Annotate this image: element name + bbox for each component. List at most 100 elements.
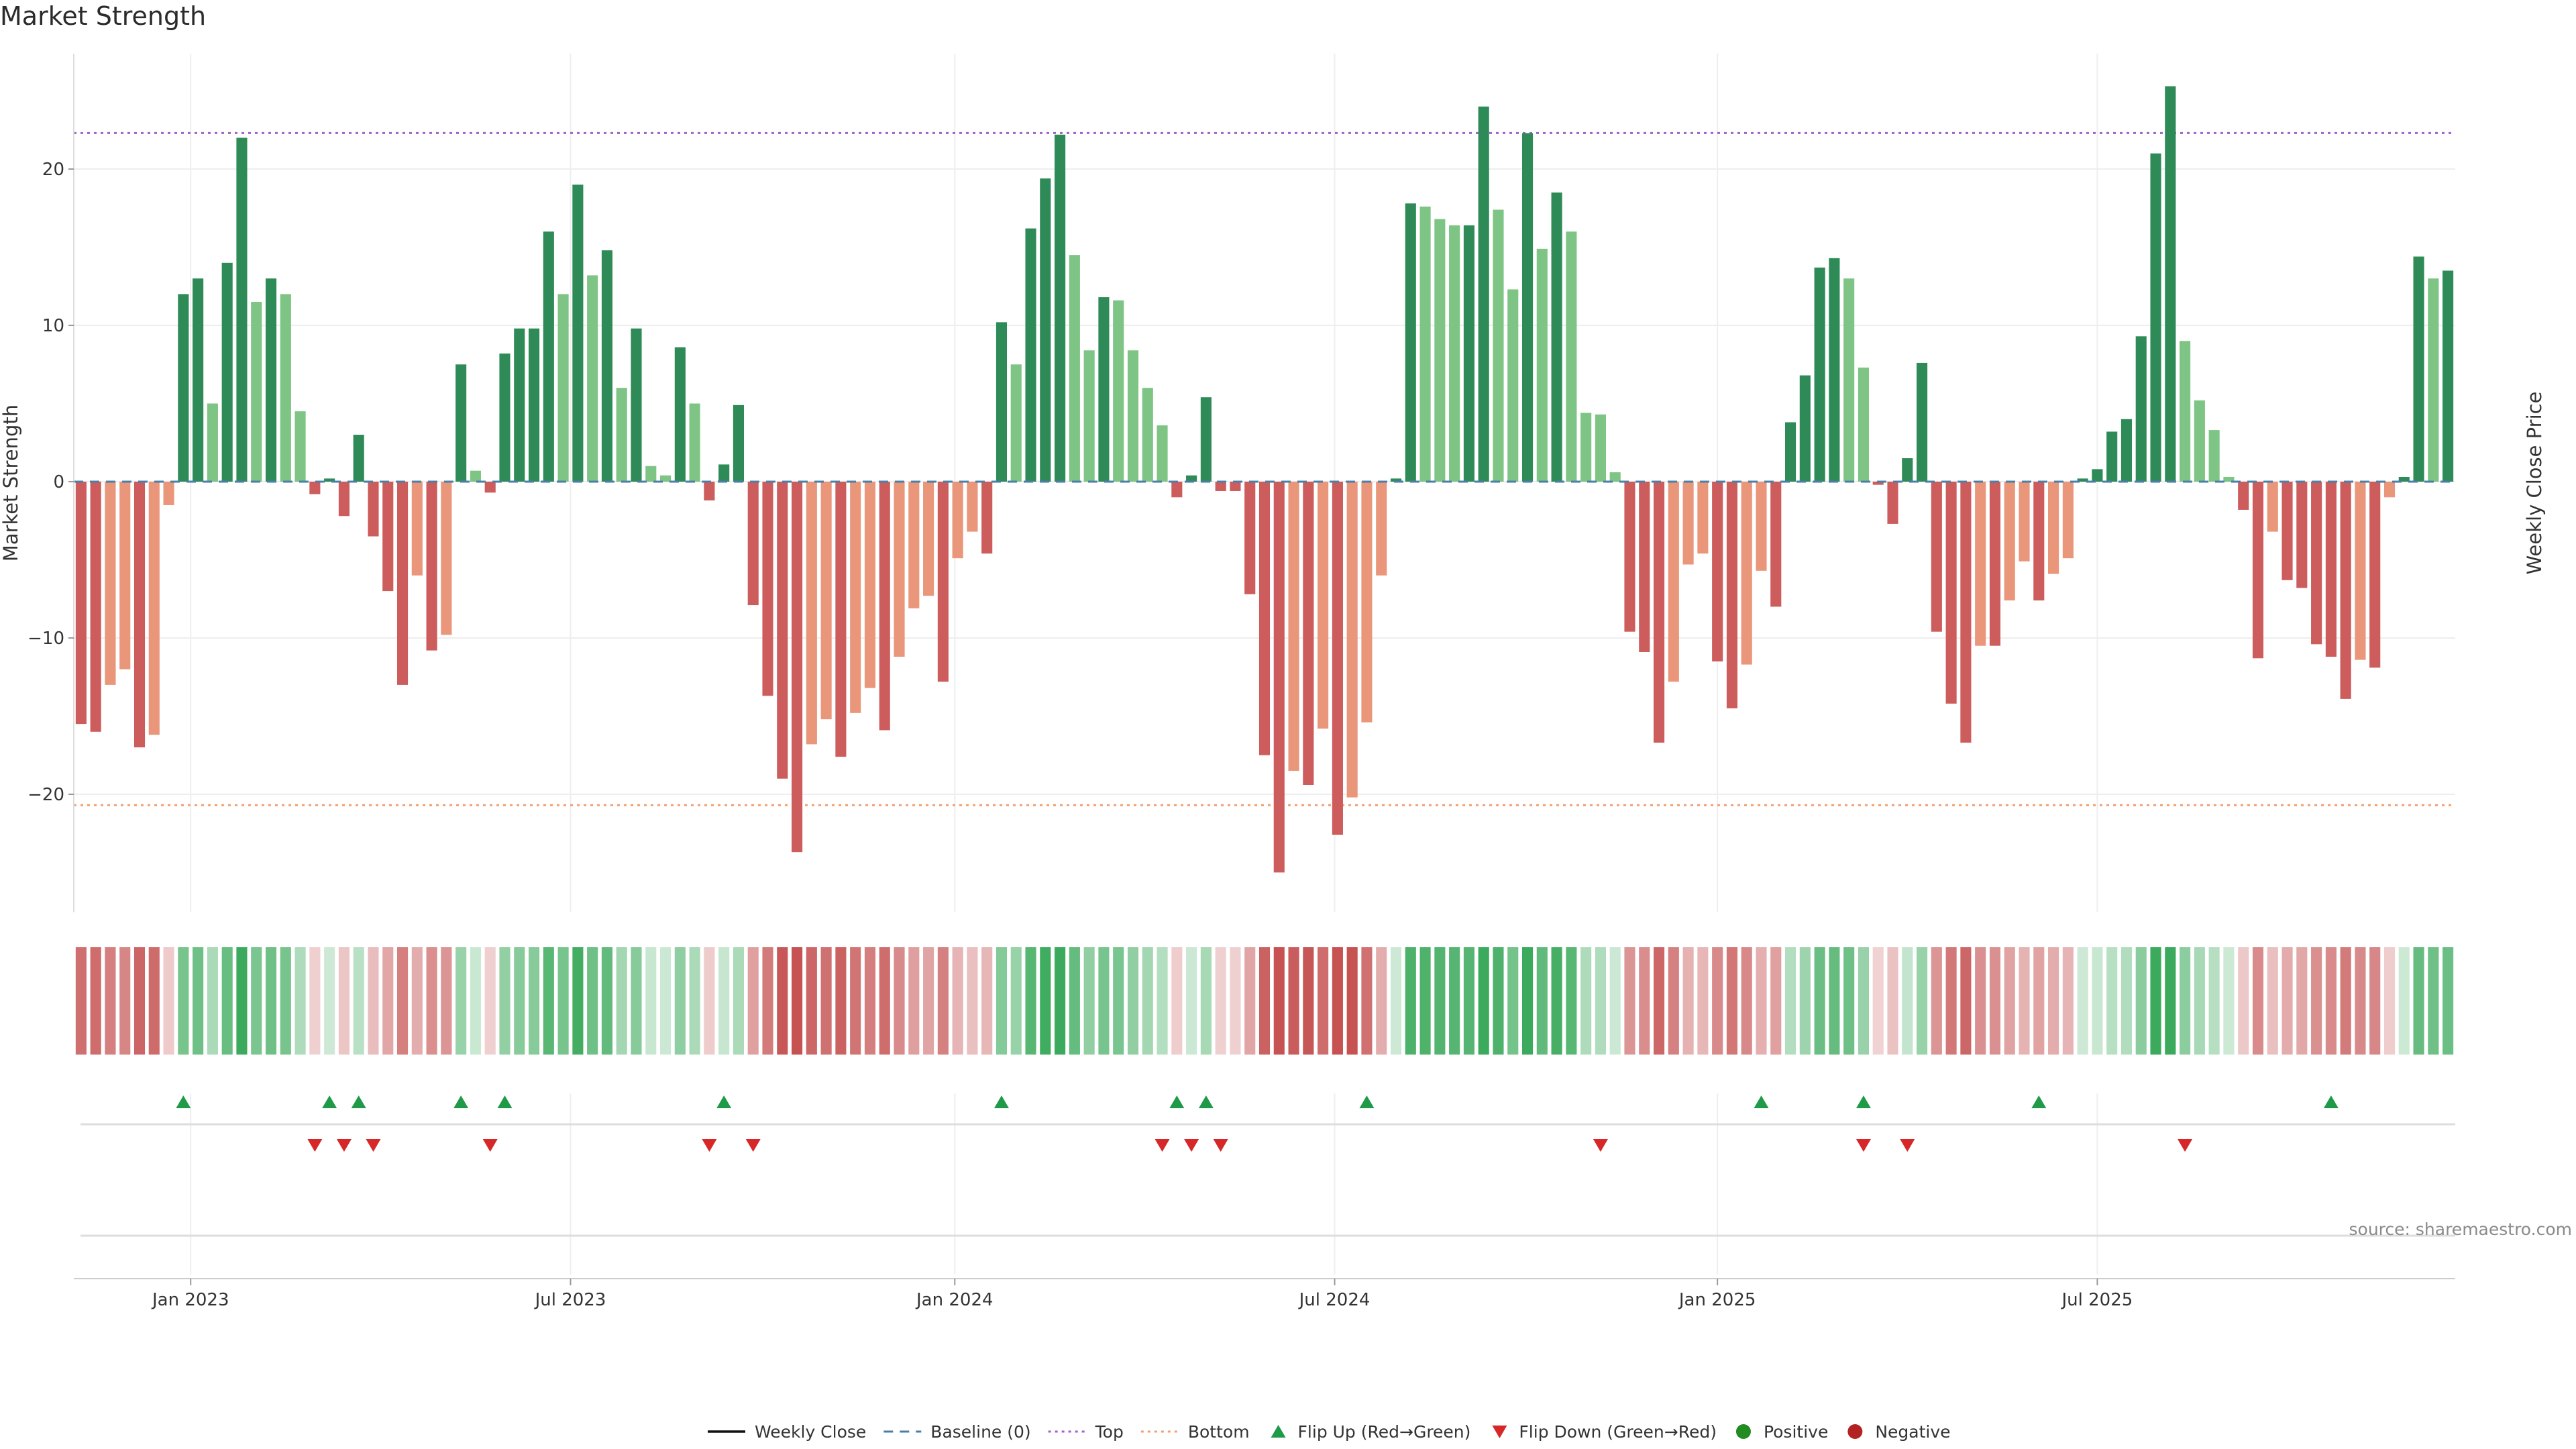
- heat-cell: [1975, 947, 1986, 1055]
- heat-cell: [1580, 947, 1592, 1055]
- strength-bar: [674, 347, 686, 482]
- heat-cell: [937, 947, 949, 1055]
- strength-bar: [952, 482, 963, 559]
- heat-cell: [1521, 947, 1534, 1055]
- strength-bar: [1917, 362, 1928, 482]
- strength-bar: [2062, 482, 2074, 559]
- strength-bar: [90, 482, 101, 732]
- heat-cell: [1478, 947, 1489, 1055]
- heat-cell: [396, 947, 409, 1055]
- legend-label: Bottom: [1188, 1422, 1250, 1442]
- strength-bar: [280, 294, 291, 482]
- strength-bar: [923, 482, 934, 596]
- strength-bar: [1434, 219, 1446, 482]
- heat-cell: [1186, 947, 1197, 1055]
- strength-bar: [557, 294, 569, 482]
- heat-cell: [411, 947, 423, 1055]
- strength-bar: [645, 466, 657, 482]
- strength-bar: [1200, 397, 1212, 482]
- strength-bar: [1945, 482, 1957, 704]
- heat-cell: [1200, 947, 1212, 1055]
- heat-cell: [2033, 947, 2045, 1055]
- strength-bar: [820, 482, 832, 720]
- strength-bar: [133, 482, 146, 748]
- strength-bar: [747, 482, 759, 606]
- strength-bar: [1551, 192, 1562, 482]
- heat-cell: [543, 947, 554, 1055]
- heat-cell: [850, 947, 861, 1055]
- heat-cell: [1784, 947, 1796, 1055]
- strength-bar: [1507, 289, 1519, 482]
- strength-bar: [908, 482, 920, 608]
- strength-bar: [1653, 482, 1665, 743]
- strength-bar: [163, 482, 174, 505]
- strength-bar: [441, 482, 452, 635]
- strength-bar: [1843, 278, 1855, 482]
- strength-bar: [499, 353, 511, 482]
- strength-bar: [1566, 231, 1577, 482]
- strength-bar: [1726, 482, 1737, 708]
- heat-cell: [835, 947, 847, 1055]
- strength-bar: [1902, 458, 1913, 482]
- strength-bar: [2019, 482, 2030, 561]
- strength-bar: [75, 482, 87, 724]
- heat-cell: [2428, 947, 2439, 1055]
- flip-down-marker: [336, 1139, 352, 1152]
- flip-down-marker: [1593, 1139, 1608, 1152]
- heat-cell: [1493, 947, 1504, 1055]
- strength-bar: [1682, 482, 1694, 565]
- strength-bar: [1346, 482, 1358, 798]
- heat-cell: [747, 947, 759, 1055]
- heat-cell: [2383, 947, 2396, 1055]
- heat-cell: [119, 947, 131, 1055]
- strength-bar: [396, 482, 409, 685]
- heat-cell: [2019, 947, 2030, 1055]
- flip-up-marker: [497, 1095, 513, 1108]
- chart-title: Market Strength: [0, 1, 207, 31]
- strength-bar: [1361, 482, 1373, 722]
- strength-bar: [1303, 482, 1314, 786]
- strength-bar: [1405, 203, 1416, 482]
- source-note: source: sharemaestro.com: [2349, 1220, 2573, 1239]
- strength-bar: [981, 482, 993, 554]
- strength-bar: [1040, 178, 1051, 482]
- strength-bar: [265, 278, 277, 482]
- strength-bar: [850, 482, 861, 713]
- heat-cell: [251, 947, 262, 1055]
- strength-bar: [207, 403, 218, 482]
- heat-cell: [1609, 947, 1621, 1055]
- strength-bar: [1171, 482, 1183, 498]
- heat-cell: [90, 947, 101, 1055]
- flip-down-marker: [1155, 1139, 1170, 1152]
- heat-cell: [2369, 947, 2381, 1055]
- heat-cell: [952, 947, 963, 1055]
- heat-cell: [792, 947, 803, 1055]
- strength-bar: [1478, 106, 1489, 482]
- strength-bar: [455, 364, 467, 482]
- heat-cell: [908, 947, 920, 1055]
- heat-cell: [2325, 947, 2337, 1055]
- heat-cell: [1551, 947, 1562, 1055]
- heat-cell: [1069, 947, 1080, 1055]
- flip-up-marker: [351, 1095, 366, 1108]
- flip-up-marker: [716, 1095, 732, 1108]
- heat-cell: [2106, 947, 2118, 1055]
- strength-bar: [2311, 482, 2322, 645]
- heat-cell: [2443, 947, 2454, 1055]
- strength-bar: [1288, 482, 1299, 771]
- heat-cell: [1390, 947, 1402, 1055]
- strength-bar: [2194, 400, 2205, 482]
- strength-bar: [1639, 482, 1650, 652]
- heat-cell: [193, 947, 204, 1055]
- flip-up-marker: [994, 1095, 1009, 1108]
- strength-bar: [178, 294, 189, 482]
- heat-cell: [2048, 947, 2059, 1055]
- heat-cell: [280, 947, 291, 1055]
- heat-cell: [806, 947, 817, 1055]
- flip-up-marker: [1198, 1095, 1214, 1108]
- strength-bar: [1609, 472, 1621, 482]
- legend-label: Top: [1095, 1422, 1124, 1442]
- heat-cell: [1814, 947, 1825, 1055]
- strength-bar: [806, 482, 817, 745]
- heat-cell: [1215, 947, 1226, 1055]
